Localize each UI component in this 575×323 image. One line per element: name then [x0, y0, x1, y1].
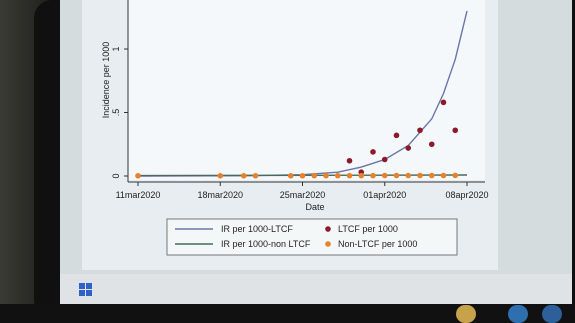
data-point: [135, 172, 141, 179]
tray-icon: [542, 305, 562, 323]
data-point: [370, 172, 376, 179]
windows-logo-icon[interactable]: [79, 283, 93, 297]
data-point: [417, 172, 423, 179]
data-point: [217, 172, 224, 179]
legend-dot-swatch: [325, 241, 331, 247]
x-tick-label: 01apr2020: [363, 190, 406, 200]
data-point: [240, 172, 247, 179]
x-axis-title: Date: [305, 202, 324, 212]
data-point: [381, 172, 388, 179]
data-point: [346, 157, 353, 164]
data-point: [252, 172, 259, 179]
plot-region: [128, 0, 485, 180]
legend-label: IR per 1000-non LTCF: [221, 239, 311, 249]
y-tick-label: 0: [111, 173, 121, 178]
legend-label: Non-LTCF per 1000: [338, 239, 417, 249]
data-point: [346, 172, 353, 179]
tray-icon: [456, 305, 476, 323]
data-point: [452, 127, 459, 134]
data-point: [393, 132, 400, 139]
data-point: [393, 172, 400, 179]
data-point: [452, 172, 459, 179]
data-point: [405, 145, 412, 151]
taskbar: [60, 274, 572, 304]
y-tick-label: .5: [111, 109, 121, 117]
x-tick-label: 08apr2020: [445, 190, 488, 200]
legend-label: LTCF per 1000: [338, 224, 398, 234]
y-axis-title: Incidence per 1000: [101, 42, 111, 119]
data-point: [323, 172, 329, 179]
data-point: [381, 156, 388, 163]
desk-bottom: [0, 304, 575, 323]
x-tick-label: 25mar2020: [280, 190, 326, 200]
data-point: [440, 99, 447, 106]
y-tick-label: 1: [111, 46, 121, 51]
data-point: [311, 172, 318, 179]
data-point: [299, 172, 306, 179]
x-tick-label: 18mar2020: [197, 190, 243, 200]
legend-label: IR per 1000-LTCF: [221, 224, 293, 234]
data-point: [405, 172, 412, 179]
data-point: [287, 172, 294, 179]
data-point: [334, 172, 341, 179]
data-point: [370, 149, 376, 155]
series-line: [137, 10, 468, 177]
legend-dot-swatch: [325, 226, 331, 232]
x-tick-label: 11mar2020: [116, 190, 161, 200]
data-point: [358, 172, 365, 179]
data-point: [417, 127, 423, 134]
tray-icon: [508, 305, 528, 323]
data-point: [440, 172, 447, 179]
data-point: [428, 141, 435, 148]
data-point: [428, 172, 435, 179]
legend-box: [166, 218, 458, 256]
